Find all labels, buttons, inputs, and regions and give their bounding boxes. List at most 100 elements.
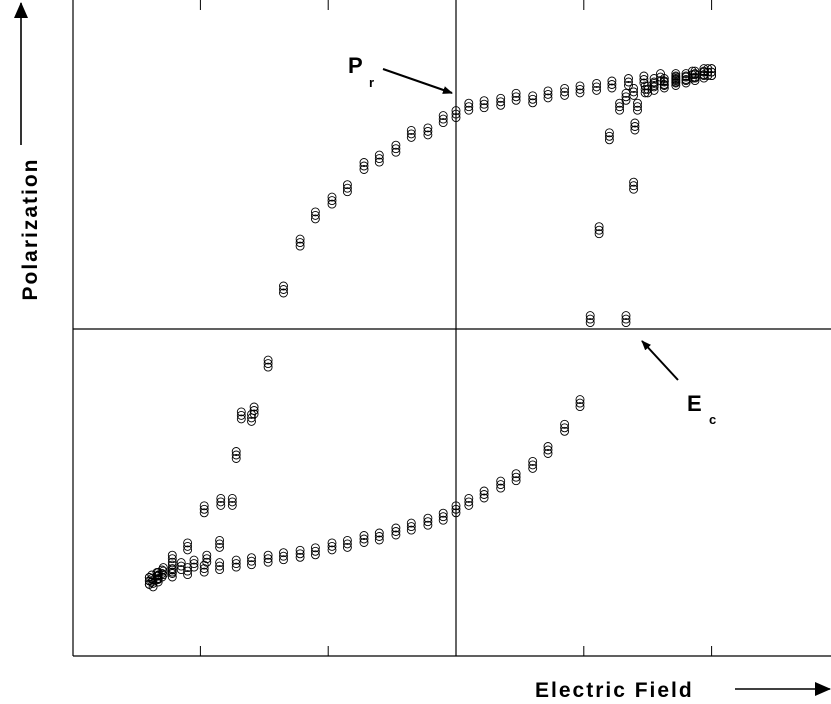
data-point-lower — [176, 558, 186, 568]
data-point-lower — [585, 318, 595, 328]
data-point-lower — [681, 78, 691, 88]
data-point-upper — [199, 504, 209, 514]
data-point-upper — [231, 447, 241, 456]
data-point-lower — [423, 513, 433, 523]
data-point-upper — [624, 77, 633, 87]
data-point-upper — [624, 74, 633, 83]
data-point-upper — [607, 80, 617, 89]
data-point-upper — [374, 150, 384, 160]
data-point-lower — [681, 71, 691, 81]
data-point-lower — [423, 520, 433, 530]
data-point-upper — [607, 76, 617, 86]
data-point-lower — [247, 560, 256, 570]
data-point-lower — [604, 131, 614, 141]
data-point-lower — [199, 560, 209, 570]
data-point-upper — [528, 94, 538, 104]
data-point-lower — [640, 88, 650, 98]
x-axis-label: Electric Field — [535, 679, 694, 702]
data-point-upper — [158, 566, 168, 576]
data-point-upper — [592, 82, 602, 92]
data-point-lower — [310, 546, 320, 556]
data-point-upper — [406, 129, 416, 139]
data-point-lower — [227, 493, 237, 503]
data-point-upper — [690, 66, 700, 76]
data-point-upper — [279, 281, 288, 291]
data-point-upper — [342, 187, 352, 197]
data-point-lower — [615, 98, 625, 108]
data-point-lower — [659, 83, 669, 93]
data-point-upper — [496, 97, 506, 107]
data-point-upper — [279, 288, 288, 298]
data-point-lower — [215, 542, 225, 552]
y-axis-label: Polarization — [19, 157, 42, 300]
data-point-upper — [423, 123, 433, 133]
data-point-lower — [438, 508, 448, 518]
data-point-upper — [575, 88, 585, 98]
ec-label: E — [687, 391, 702, 416]
data-point-lower — [157, 572, 167, 582]
data-point-lower — [167, 564, 177, 574]
data-point-lower — [659, 80, 669, 89]
data-point-lower — [231, 555, 241, 565]
data-point-upper — [621, 314, 631, 324]
data-point-lower — [215, 539, 225, 549]
data-point-lower — [699, 66, 709, 76]
data-point-lower — [615, 105, 625, 115]
data-point-lower — [479, 493, 489, 503]
data-point-lower — [202, 554, 212, 564]
data-point-lower — [479, 490, 489, 499]
axis-ticks — [199, 0, 713, 656]
data-point-lower — [189, 559, 199, 569]
pr-subscript: r — [369, 75, 374, 90]
data-point-lower — [152, 571, 162, 581]
data-point-lower — [671, 77, 681, 87]
data-point-lower — [594, 225, 604, 235]
data-point-upper — [438, 114, 448, 124]
data-point-upper — [479, 99, 489, 109]
data-point-upper — [639, 75, 649, 84]
data-point-lower — [310, 550, 320, 560]
data-point-upper — [327, 199, 337, 209]
data-point-lower — [176, 561, 186, 571]
data-point-lower — [451, 508, 461, 518]
data-point-upper — [511, 92, 521, 102]
data-point-upper — [451, 109, 461, 119]
data-point-upper — [464, 105, 474, 115]
data-point-upper — [183, 541, 193, 551]
data-point-lower — [585, 314, 595, 324]
data-point-upper — [633, 102, 642, 112]
data-point-upper — [464, 102, 474, 112]
data-point-lower — [167, 567, 177, 577]
data-point-upper — [423, 126, 433, 136]
data-point-upper — [592, 85, 602, 95]
pr-label: P — [348, 53, 363, 78]
data-point-lower — [464, 500, 474, 510]
data-point-lower — [215, 558, 225, 568]
data-point-lower — [575, 395, 585, 405]
data-point-upper — [681, 69, 691, 79]
x-axis-title-group: Electric Field — [535, 679, 831, 702]
data-point-upper — [543, 89, 553, 99]
data-point-lower — [167, 560, 177, 570]
data-point-lower — [543, 445, 553, 455]
data-point-upper — [216, 493, 226, 503]
data-point-lower — [594, 229, 604, 239]
data-point-lower — [374, 532, 384, 541]
data-point-upper — [391, 147, 401, 157]
data-point-lower — [249, 406, 259, 415]
data-point-lower — [496, 480, 506, 490]
data-point-upper — [359, 165, 369, 174]
data-point-upper — [199, 501, 209, 511]
data-point-lower — [157, 565, 167, 575]
data-point-lower — [215, 535, 225, 545]
data-point-upper — [263, 355, 273, 365]
data-point-upper — [624, 81, 633, 90]
data-point-lower — [189, 562, 199, 572]
data-point-upper — [199, 508, 209, 518]
data-point-lower — [359, 531, 369, 540]
data-point-lower — [391, 523, 401, 533]
data-point-upper — [592, 78, 602, 88]
data-point-upper — [359, 158, 369, 167]
data-point-lower — [560, 419, 570, 429]
